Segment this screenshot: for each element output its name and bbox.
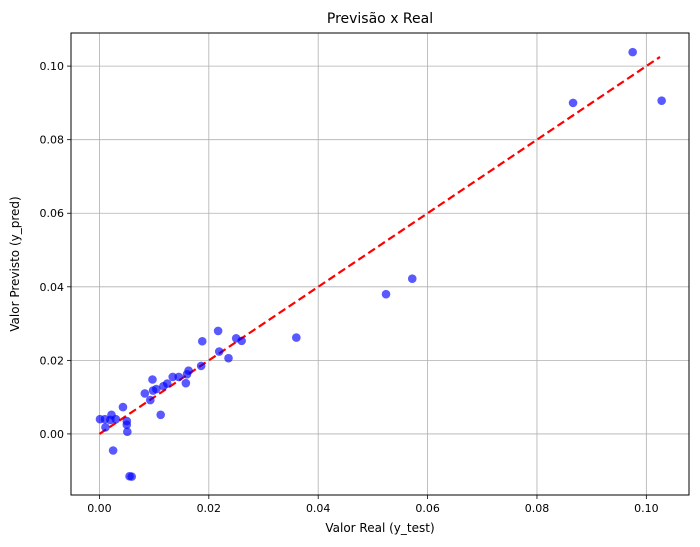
data-point [127,472,137,481]
y-tick-label: 0.08 [40,134,65,147]
chart-title: Previsão x Real [327,11,433,27]
data-point [122,420,132,430]
data-point [184,366,193,375]
grid-lines [71,33,689,495]
data-point [174,372,184,382]
x-tick-label: 0.10 [634,502,659,515]
data-point [213,326,223,336]
x-tick-label: 0.00 [87,502,112,515]
y-tick-label: 0.04 [40,281,65,294]
data-point [181,378,191,388]
data-point [140,389,150,398]
data-point [108,446,118,455]
y-tick-label: 0.02 [40,354,65,367]
data-point [152,384,161,394]
data-point [381,289,391,299]
data-point [146,395,155,405]
data-point [568,98,578,108]
data-point [196,361,206,371]
data-point [111,414,121,424]
data-point [168,372,178,382]
data-point [118,402,128,412]
data-point [123,427,132,437]
y-tick-label: 0.00 [40,428,65,441]
data-point [156,410,165,420]
y-axis: 0.00 0.02 0.04 0.06 0.08 0.10 [40,60,71,441]
data-point [292,333,301,342]
y-tick-label: 0.10 [40,60,65,73]
y-tick-label: 0.06 [40,207,65,220]
data-point [197,336,207,346]
data-point [237,336,246,346]
data-point [407,274,417,284]
x-tick-label: 0.02 [197,502,222,515]
data-points [95,47,666,481]
data-point [224,353,233,363]
y-axis-label: Valor Previsto (y_pred) [8,196,22,331]
data-point [657,96,666,105]
x-tick-label: 0.08 [525,502,550,515]
x-axis: 0.00 0.02 0.04 0.06 0.08 0.10 [87,495,659,515]
reference-line-segment [98,55,661,435]
data-point [162,379,172,388]
plot-frame [70,32,690,496]
data-point [214,347,224,356]
reference-line [98,55,661,435]
x-axis-label: Valor Real (y_test) [325,521,434,535]
x-tick-label: 0.06 [415,502,440,515]
data-point [628,47,637,57]
data-point [101,423,110,432]
x-tick-label: 0.04 [306,502,331,515]
data-point [148,375,157,384]
